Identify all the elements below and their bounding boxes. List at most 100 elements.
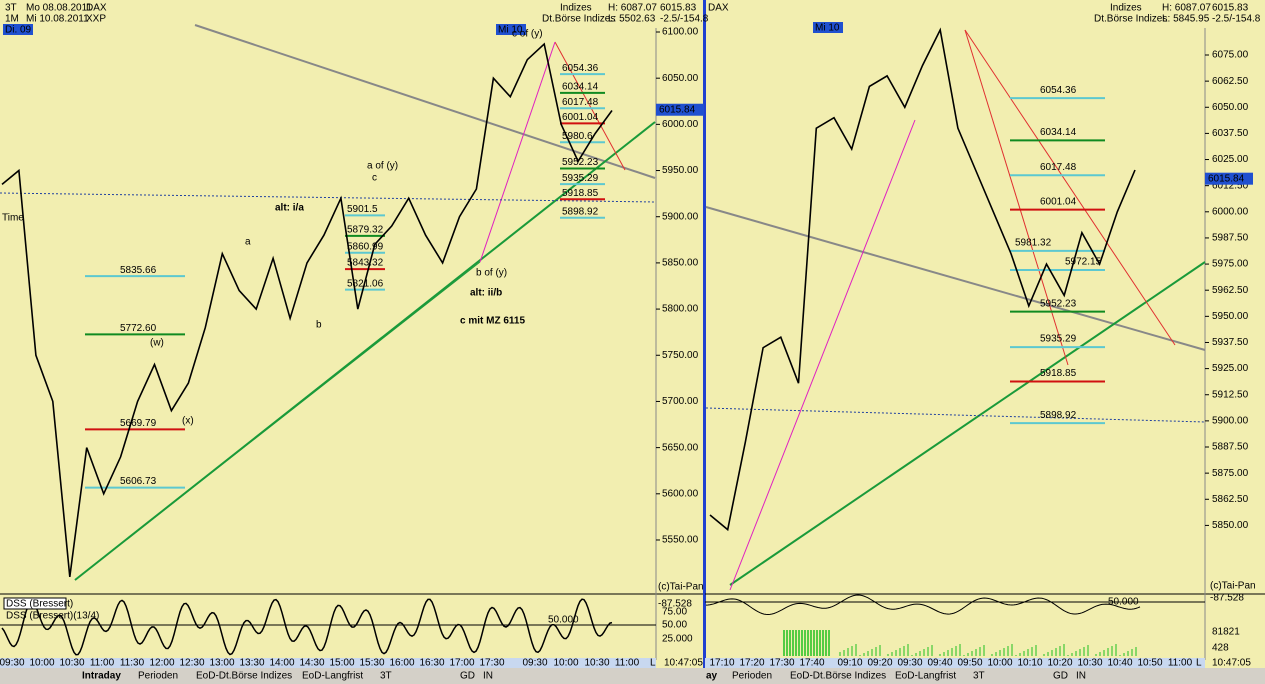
level-label: 5952.23 [562,157,599,168]
tab[interactable]: 3T [380,671,392,682]
ind-name: DSS (Bressert) [6,599,73,610]
time-tick: L [1196,658,1202,669]
taskbar [0,668,1265,684]
tab[interactable]: 3T [973,671,985,682]
level-label: 5898.92 [562,206,599,217]
price-tick: 6075.00 [1212,50,1249,61]
current-price: 6015.84 [659,104,696,115]
price-tick: 5850.00 [1212,520,1249,531]
time-tick: 13:00 [209,658,234,669]
volume-tick: 81821 [1212,627,1240,638]
time-tick: 10:47:05 [1212,658,1251,669]
time-tick: 11:00 [615,658,640,669]
header-text: Mo 08.08.2011 [26,3,92,14]
tag-box [813,22,843,33]
level-label: 5901.5 [347,204,378,215]
price-tick: 5700.00 [662,396,699,407]
time-tick: 17:40 [799,658,824,669]
time-tick: 09:10 [837,658,862,669]
time-tick: 15:30 [359,658,384,669]
price-tick: 6025.00 [1212,154,1249,165]
oscillator [1,598,613,656]
header-text: Dt.Börse Indizes [542,14,615,25]
time-tick: 11:00 [1168,658,1193,669]
tab[interactable]: EoD-Dt.Börse Indizes [790,671,886,682]
time-tick: 10:30 [1077,658,1102,669]
level-label: 6054.36 [562,63,599,74]
price-tick: 6050.00 [1212,102,1249,113]
time-tick: 10:50 [1137,658,1162,669]
time-tick: 10:00 [987,658,1012,669]
tab[interactable]: EoD-Langfrist [302,671,363,682]
time-tick: 14:30 [299,658,324,669]
price-tick: 5650.00 [662,442,699,453]
header-text: L: 5502.63 [608,14,656,25]
header-text: H: 6087.07 [608,3,657,14]
price-tick: 5850.00 [662,258,699,269]
time-tick: 10:30 [59,658,84,669]
header-text: 6015.83 [1212,3,1249,14]
tab[interactable]: EoD-Langfrist [895,671,956,682]
time-tick: 17:10 [709,658,734,669]
level-label: 5772.60 [120,323,157,334]
tab[interactable]: GD [1053,671,1068,682]
tab[interactable]: Perioden [732,671,772,682]
price-tick: 6000.00 [1212,206,1249,217]
time-tick: 13:30 [239,658,264,669]
right-time-bar [705,658,1205,668]
annotation: c of (y) [512,29,543,40]
tab[interactable]: IN [483,671,493,682]
price-line [709,27,1136,532]
time-tick: 10:00 [553,658,578,669]
time-tick: 09:30 [522,658,547,669]
left-time-bar [0,658,656,668]
annotation: a [245,237,251,248]
trendline [964,29,1069,366]
ind-value: -87.528 [658,599,692,610]
time-tick: 17:30 [479,658,504,669]
tab[interactable]: Perioden [138,671,178,682]
annotation: c [372,173,377,184]
price-tick: 5750.00 [662,350,699,361]
level-label: 5980.6 [562,131,593,142]
annotation: alt: i/a [275,203,304,214]
level-label: 6034.14 [1040,127,1077,138]
tab[interactable]: IN [1076,671,1086,682]
tab[interactable]: EoD-Dt.Börse Indizes [196,671,292,682]
time-tick: 09:20 [867,658,892,669]
price-tick: 5987.50 [1212,233,1249,244]
price-line [1,42,613,578]
price-tick: 5887.50 [1212,442,1249,453]
tab[interactable]: Intraday [82,671,121,682]
annotation: c mit MZ 6115 [460,316,525,327]
price-tick: 5862.50 [1212,494,1249,505]
tab[interactable]: GD [460,671,475,682]
trendline [74,261,481,581]
level-label: 5843.32 [347,258,384,269]
time-tick: 09:30 [897,658,922,669]
level-label: 6034.14 [562,81,599,92]
price-tick: 5800.00 [662,304,699,315]
level-label: 5918.85 [562,188,599,199]
tab[interactable]: ay [706,671,718,682]
divider [703,0,706,668]
time-tick: 16:30 [419,658,444,669]
price-tick: 5950.00 [662,165,699,176]
time-tick: 14:00 [269,658,294,669]
time-tick: 15:00 [329,658,354,669]
trendline [554,41,626,171]
trendline [729,261,1206,586]
annotation: Time [2,213,24,224]
price-tick: 5950.00 [1212,311,1249,322]
time-tick: 17:00 [449,658,474,669]
price-tick: 5975.00 [1212,259,1249,270]
price-tick: 5550.00 [662,535,699,546]
current-box [656,103,704,116]
time-tick: 16:00 [389,658,414,669]
annotation: b of (y) [476,268,507,279]
annotation: b [316,320,322,331]
volume-tick: 428 [1212,643,1229,654]
header-text: L: 5845.95 [1162,14,1210,25]
level-label: 6017.48 [1040,162,1077,173]
